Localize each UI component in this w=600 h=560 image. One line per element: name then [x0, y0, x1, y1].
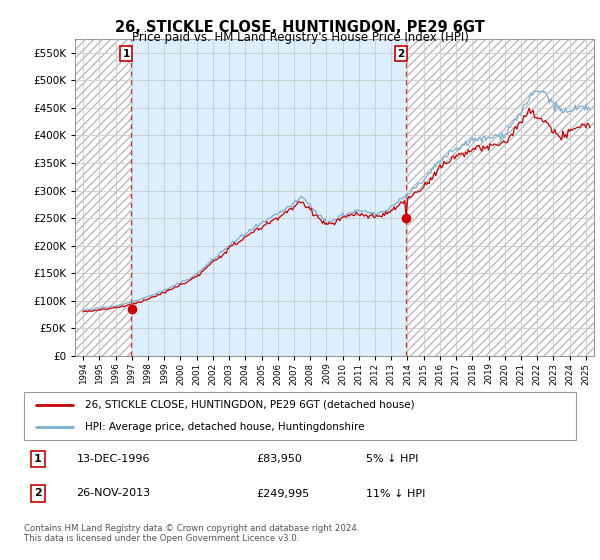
Text: 2: 2: [398, 49, 405, 59]
Text: £83,950: £83,950: [256, 454, 302, 464]
Text: Contains HM Land Registry data © Crown copyright and database right 2024.
This d: Contains HM Land Registry data © Crown c…: [24, 524, 359, 543]
Text: 26, STICKLE CLOSE, HUNTINGDON, PE29 6GT: 26, STICKLE CLOSE, HUNTINGDON, PE29 6GT: [115, 20, 485, 35]
Text: 26, STICKLE CLOSE, HUNTINGDON, PE29 6GT (detached house): 26, STICKLE CLOSE, HUNTINGDON, PE29 6GT …: [85, 400, 415, 410]
Text: HPI: Average price, detached house, Huntingdonshire: HPI: Average price, detached house, Hunt…: [85, 422, 364, 432]
Text: 26-NOV-2013: 26-NOV-2013: [76, 488, 151, 498]
FancyBboxPatch shape: [24, 392, 576, 440]
Text: 1: 1: [122, 49, 130, 59]
Text: 13-DEC-1996: 13-DEC-1996: [76, 454, 150, 464]
Text: 2: 2: [34, 488, 41, 498]
Text: Price paid vs. HM Land Registry's House Price Index (HPI): Price paid vs. HM Land Registry's House …: [131, 31, 469, 44]
Text: 11% ↓ HPI: 11% ↓ HPI: [366, 488, 425, 498]
Text: £249,995: £249,995: [256, 488, 309, 498]
Text: 1: 1: [34, 454, 41, 464]
Text: 5% ↓ HPI: 5% ↓ HPI: [366, 454, 419, 464]
